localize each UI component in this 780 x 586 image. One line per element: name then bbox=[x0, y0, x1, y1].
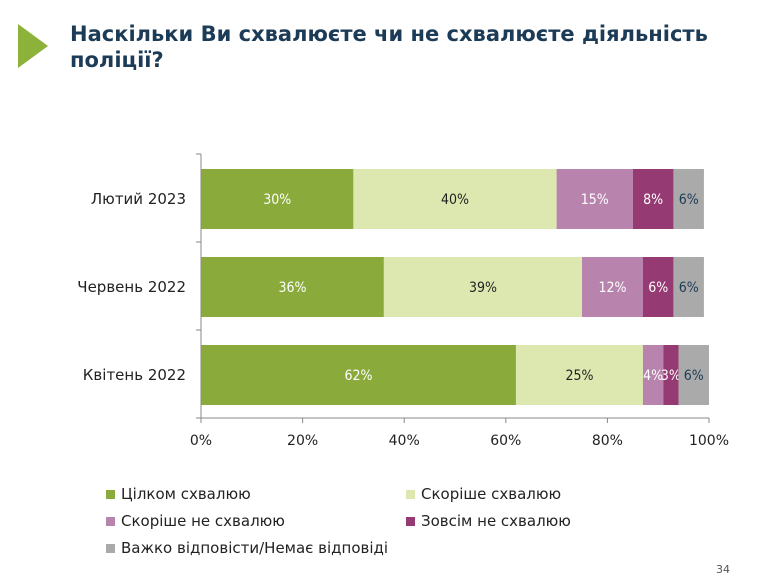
legend-swatch bbox=[406, 516, 415, 526]
x-tick-label: 60% bbox=[490, 433, 521, 449]
data-label: 30% bbox=[263, 192, 291, 208]
bar-segment bbox=[642, 345, 664, 405]
bar-segment bbox=[632, 169, 674, 229]
x-tick-label: 20% bbox=[287, 433, 318, 449]
data-label: 3% bbox=[661, 368, 681, 384]
data-label: 8% bbox=[643, 192, 663, 208]
data-label: 6% bbox=[684, 368, 704, 384]
x-tick-label: 80% bbox=[592, 433, 623, 449]
data-label: 39% bbox=[469, 280, 497, 296]
stacked-bar-chart: 30% 40% 15% 8% 6% Лютий 2023 36% 39% 12% 6% 6% Черв… bbox=[77, 153, 729, 449]
title-arrow-icon bbox=[18, 24, 48, 68]
bar-segment bbox=[201, 257, 384, 317]
bar-segment bbox=[673, 257, 704, 317]
bar-segment bbox=[678, 345, 709, 405]
data-label: 15% bbox=[581, 192, 609, 208]
bar-segment bbox=[642, 257, 674, 317]
x-tick-label: 0% bbox=[190, 433, 212, 449]
bar-segment bbox=[383, 257, 582, 317]
bar-segment bbox=[556, 169, 633, 229]
legend-item: Скоріше не схвалюю bbox=[106, 512, 285, 530]
legend-item: Зовсім не схвалюю bbox=[406, 512, 571, 530]
legend-swatch bbox=[106, 516, 115, 526]
x-tick-label: 40% bbox=[389, 433, 420, 449]
bar-segment bbox=[673, 169, 704, 229]
bar-segment bbox=[582, 257, 643, 317]
legend-label: Скоріше не схвалюю bbox=[121, 512, 285, 530]
category-label: Квітень 2022 bbox=[83, 366, 186, 384]
data-label: 6% bbox=[679, 280, 699, 296]
bar-segment bbox=[663, 345, 679, 405]
legend-item: Цілком схвалюю bbox=[106, 485, 251, 503]
legend-swatch bbox=[406, 489, 415, 499]
legend-swatch bbox=[106, 489, 115, 499]
legend-swatch bbox=[106, 543, 115, 553]
legend-label: Важко відповісти/Немає відповіді bbox=[121, 539, 389, 557]
legend-item: Скоріше схвалюю bbox=[406, 485, 561, 503]
legend-label: Цілком схвалюю bbox=[121, 485, 251, 503]
bar-segment bbox=[353, 169, 557, 229]
data-label: 6% bbox=[679, 192, 699, 208]
category-label: Червень 2022 bbox=[77, 278, 186, 296]
data-label: 6% bbox=[648, 280, 668, 296]
data-label: 25% bbox=[565, 368, 593, 384]
bar-segment bbox=[515, 345, 643, 405]
legend-item: Важко відповісти/Немає відповіді bbox=[106, 539, 388, 557]
data-label: 4% bbox=[643, 368, 663, 384]
data-label: 40% bbox=[441, 192, 469, 208]
legend-label: Скоріше схвалюю bbox=[421, 485, 562, 503]
bar-segment bbox=[201, 169, 354, 229]
data-label: 12% bbox=[598, 280, 626, 296]
data-label: 36% bbox=[278, 280, 306, 296]
x-tick-label: 100% bbox=[689, 433, 729, 449]
chart-legend: Цілком схвалюю Скоріше схвалюю Скоріше не … bbox=[106, 485, 666, 565]
bar-segment bbox=[201, 345, 516, 405]
legend-label: Зовсім не схвалюю bbox=[421, 512, 571, 530]
chart-title: Наскільки Ви схвалюєте чи не схвалюєте д… bbox=[70, 22, 708, 72]
category-label: Лютий 2023 bbox=[91, 190, 186, 208]
data-label: 62% bbox=[344, 368, 372, 384]
page-number: 34 bbox=[716, 563, 730, 576]
